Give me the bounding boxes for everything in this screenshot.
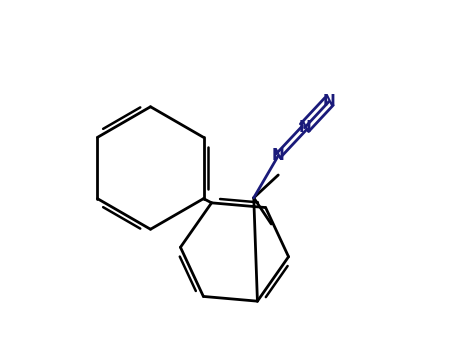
Text: N: N — [272, 148, 285, 163]
Text: N: N — [298, 120, 311, 135]
Text: N: N — [323, 94, 335, 109]
